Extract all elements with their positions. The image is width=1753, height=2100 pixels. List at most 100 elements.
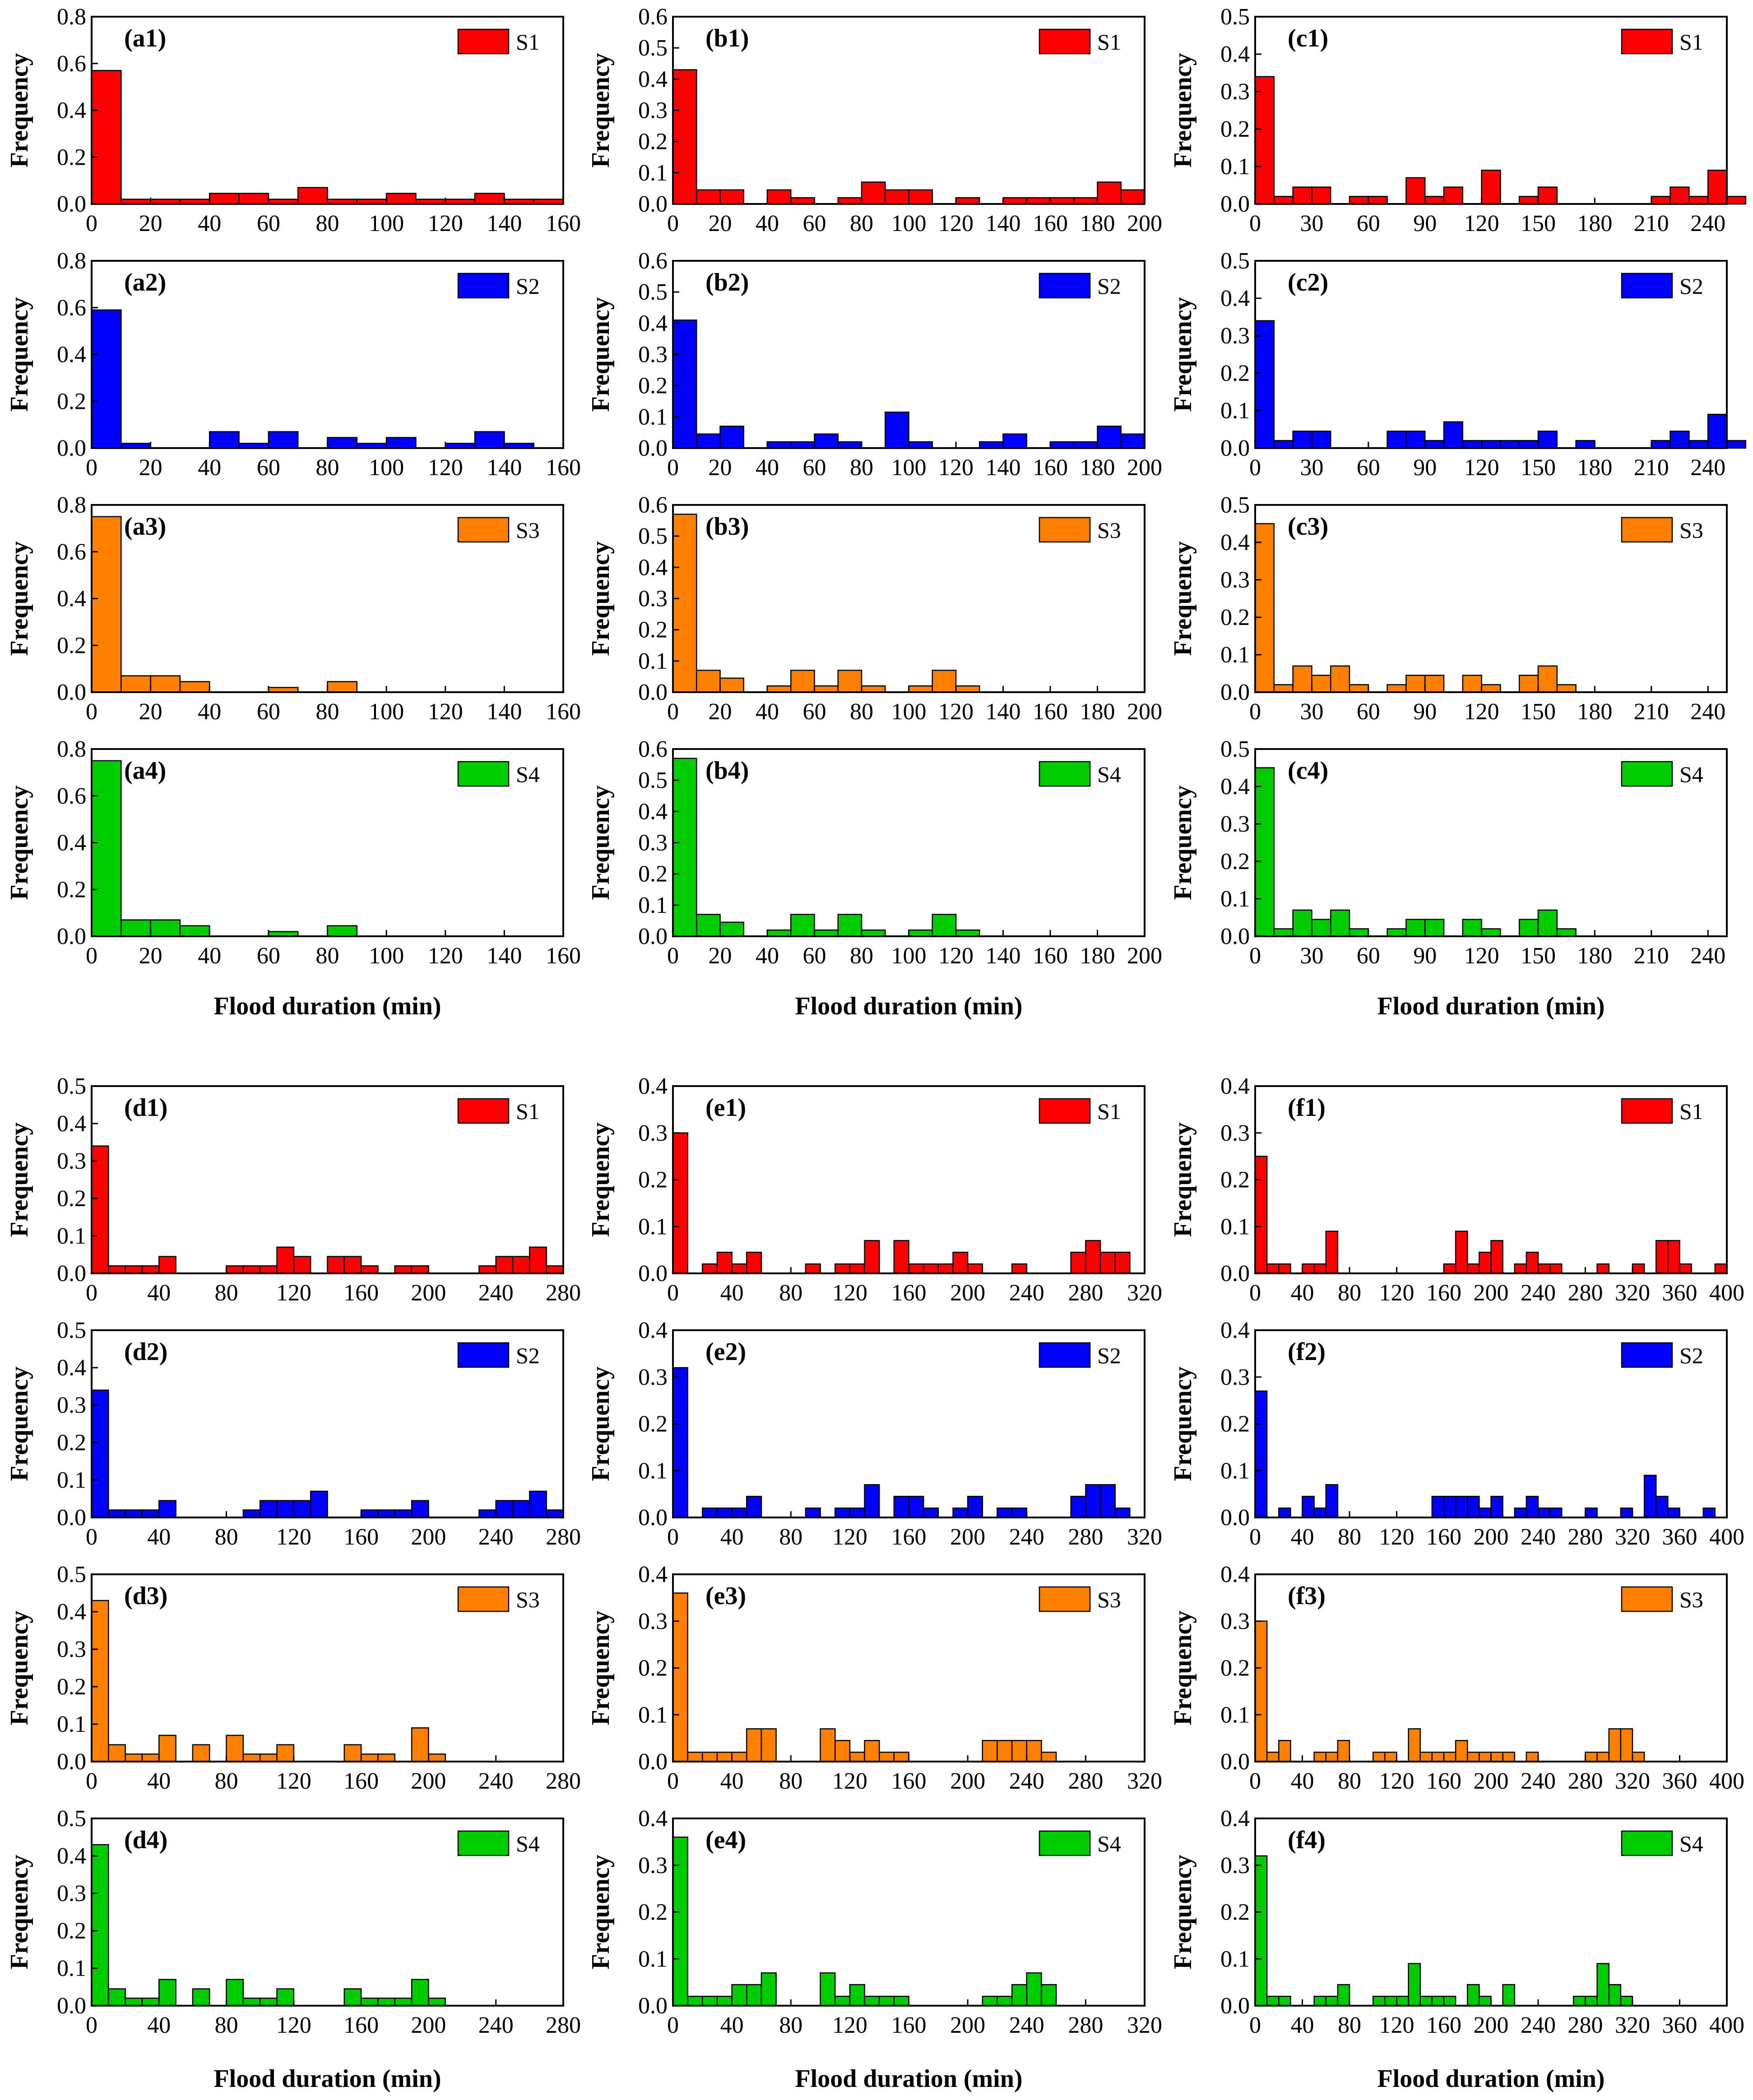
bar-f3-2 [1278,1740,1291,1762]
bar-d4-2 [125,1998,143,2007]
bar-c1-9 [1424,196,1445,205]
bar-a2-4 [209,431,240,449]
x-tick-label-d4-6: 240 [478,2012,514,2038]
bar-f4-11 [1384,1996,1397,2007]
x-tick-label-a3-4: 80 [316,699,339,725]
bar-d4-18 [394,1998,413,2007]
legend-swatch-e2 [1039,1342,1091,1368]
bar-d2-25 [512,1500,530,1518]
x-tick-label-f3-1: 40 [1291,1768,1314,1794]
chart-panel-c2: 0.0 0.1 0.2 0.3 0.4 0.5 0 30 60 90 120 150 180 210 240… [1169,248,1747,481]
bar-f4-21 [1502,1984,1515,2007]
bar-e4-13 [864,1996,880,2007]
x-tick-label-a3-1: 20 [139,699,162,725]
bar-a2-0 [91,309,122,449]
bar-f1-39 [1714,1263,1728,1274]
bar-f3-23 [1526,1752,1539,1762]
y-tick-label-c3-5: 0.5 [1220,492,1250,518]
x-tick-label-b2-5: 100 [891,455,927,481]
x-tick-label-f3-9: 360 [1662,1768,1697,1794]
y-axis-title-d1: Frequency [5,1122,33,1237]
bar-b4-7 [837,914,863,937]
x-tick-label-c1-6: 180 [1577,211,1612,236]
x-tick-label-c3-1: 30 [1300,699,1323,725]
x-tick-label-d1-0: 0 [86,1280,97,1306]
bar-e3-25 [1041,1752,1057,1762]
bar-d2-13 [310,1490,328,1518]
bar-d4-4 [158,1979,176,2007]
bar-d2-17 [377,1509,396,1518]
bar-c2-22 [1670,430,1690,449]
legend-swatch-a3 [457,517,510,543]
y-axis-title-c1: Frequency [1169,53,1197,167]
x-tick-label-c2-1: 30 [1300,455,1323,481]
bar-e2-5 [746,1496,762,1518]
y-tick-label-d2-0: 0.0 [57,1505,86,1531]
x-tick-label-d2-3: 120 [276,1524,311,1550]
bar-b2-10 [908,441,933,449]
chart-panel-f1: 0.0 0.1 0.2 0.3 0.4 0 40 80 120 160 200 240 280 320 36… [1169,1073,1744,1306]
bar-f2-34 [1656,1496,1669,1518]
x-tick-label-f4-2: 80 [1338,2012,1361,2038]
bar-b1-0 [672,69,697,205]
bar-e3-5 [746,1728,762,1762]
y-tick-label-f1-3: 0.3 [1220,1120,1250,1146]
panel-label-c2: (c2) [1288,268,1328,296]
bar-b2-19 [1120,433,1145,449]
bar-c1-10 [1443,186,1464,205]
bar-b4-8 [861,929,886,937]
y-tick-label-b3-0: 0.0 [638,680,668,705]
y-axis-title-e1: Frequency [587,1122,615,1237]
plot-frame-c4 [1254,748,1728,937]
bar-d3-15 [343,1744,362,1762]
bar-d4-11 [276,1988,295,2007]
x-tick-label-c1-8: 240 [1690,211,1725,236]
legend-label-c1: S1 [1679,29,1703,55]
x-tick-label-d1-3: 120 [276,1280,311,1306]
bar-e2-0 [672,1367,688,1518]
bar-a4-3 [179,925,210,937]
x-tick-label-a4-1: 20 [139,943,162,969]
bar-e1-4 [731,1263,747,1274]
legend-swatch-d3 [457,1586,510,1612]
x-tick-label-d4-0: 0 [86,2012,97,2038]
legend-swatch-b2 [1039,273,1091,299]
bar-c1-8 [1405,177,1426,205]
y-tick-label-e3-4: 0.4 [638,1562,668,1587]
y-tick-label-d2-2: 0.2 [57,1430,86,1456]
bar-b1-14 [1002,197,1027,205]
x-tick-label-b4-4: 80 [850,943,873,969]
bar-e4-2 [702,1996,718,2007]
bar-c4-5 [1349,928,1369,937]
bar-b1-1 [696,189,721,205]
y-axis-title-a3: Frequency [5,541,33,656]
bar-e4-11 [834,1996,851,2007]
bar-d1-26 [529,1246,547,1274]
bar-d1-0 [91,1145,109,1274]
bar-f4-7 [1337,1984,1350,2007]
legend-label-e2: S2 [1097,1343,1121,1368]
bar-c2-8 [1405,430,1426,449]
y-tick-label-c1-4: 0.4 [1220,42,1250,67]
y-tick-label-f2-2: 0.2 [1220,1411,1250,1437]
y-axis-title-f3: Frequency [1169,1610,1197,1725]
bar-d1-14 [327,1256,345,1274]
legend-label-b1: S1 [1097,29,1121,55]
y-tick-label-e4-2: 0.2 [638,1900,668,1925]
x-tick-label-e1-0: 0 [667,1280,679,1306]
bar-d1-1 [108,1265,126,1274]
y-tick-label-a3-2: 0.4 [57,586,86,612]
x-tick-label-a2-5: 100 [369,455,404,481]
y-axis-title-e4: Frequency [587,1855,615,1969]
bar-e4-15 [893,1996,909,2007]
bar-e3-13 [864,1740,880,1762]
y-tick-label-e3-1: 0.1 [638,1702,668,1728]
legend-label-e4: S4 [1097,1831,1121,1856]
legend-label-a1: S1 [516,29,540,55]
x-tick-label-c2-3: 90 [1413,455,1437,481]
y-tick-label-e2-1: 0.1 [638,1458,668,1484]
bar-e2-11 [834,1508,851,1518]
y-tick-label-d3-1: 0.1 [57,1711,86,1737]
x-tick-label-b2-10: 200 [1127,455,1162,481]
legend-swatch-b4 [1039,761,1091,787]
